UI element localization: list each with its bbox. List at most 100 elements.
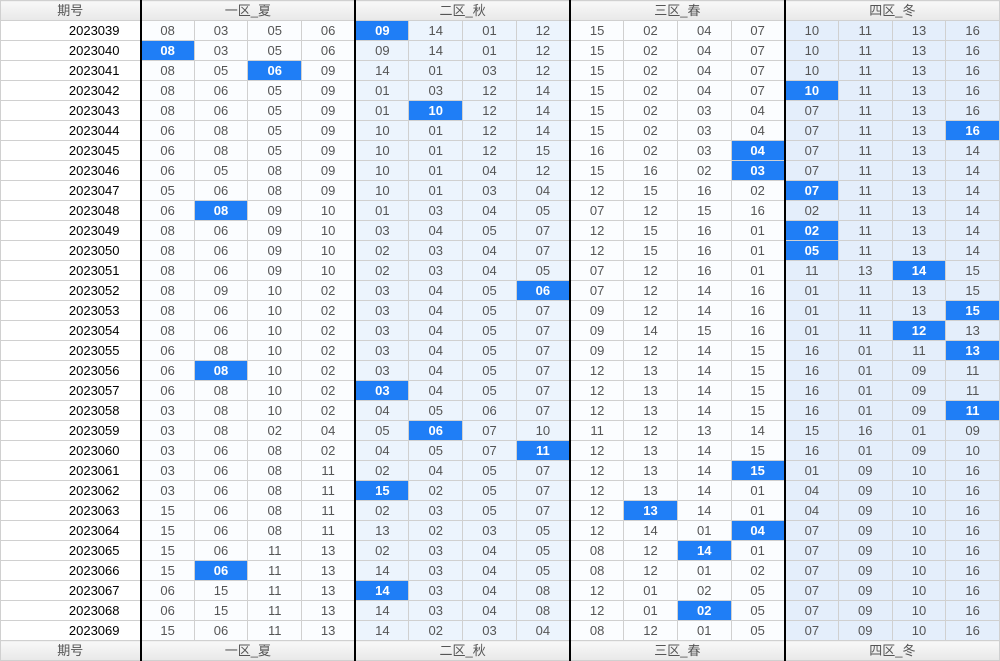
data-cell: 15 — [946, 261, 1000, 281]
data-cell: 13 — [624, 361, 678, 381]
data-cell: 05 — [463, 341, 517, 361]
data-cell: 04 — [516, 621, 570, 641]
data-cell: 15 — [194, 601, 248, 621]
data-cell: 12 — [516, 161, 570, 181]
data-cell: 06 — [194, 181, 248, 201]
data-cell: 05 — [516, 201, 570, 221]
period-cell: 2023040 — [1, 41, 141, 61]
data-cell: 06 — [194, 441, 248, 461]
data-cell: 14 — [946, 181, 1000, 201]
data-cell: 09 — [570, 321, 624, 341]
data-cell: 03 — [355, 301, 409, 321]
data-cell: 11 — [838, 221, 892, 241]
data-cell: 09 — [838, 581, 892, 601]
data-cell: 04 — [409, 301, 463, 321]
data-cell: 05 — [409, 401, 463, 421]
data-cell: 05 — [248, 121, 302, 141]
data-cell: 02 — [302, 321, 356, 341]
data-cell: 14 — [677, 281, 731, 301]
data-cell: 16 — [946, 501, 1000, 521]
data-cell: 01 — [838, 441, 892, 461]
data-cell: 06 — [248, 61, 302, 81]
col-period: 期号 — [1, 1, 141, 21]
data-cell: 08 — [570, 541, 624, 561]
data-cell: 10 — [892, 581, 946, 601]
data-cell: 15 — [570, 21, 624, 41]
foot-zone-3: 三区_春 — [570, 641, 785, 661]
data-cell: 02 — [302, 301, 356, 321]
data-cell: 09 — [838, 521, 892, 541]
data-cell: 01 — [785, 281, 839, 301]
data-cell: 13 — [677, 421, 731, 441]
data-cell: 06 — [141, 361, 195, 381]
data-cell: 04 — [731, 141, 785, 161]
data-cell: 01 — [785, 321, 839, 341]
period-cell: 2023048 — [1, 201, 141, 221]
data-cell: 15 — [946, 301, 1000, 321]
period-cell: 2023047 — [1, 181, 141, 201]
table-row: 202305803081002040506071213141516010911 — [1, 401, 1000, 421]
data-cell: 13 — [892, 201, 946, 221]
data-cell: 16 — [946, 81, 1000, 101]
data-cell: 12 — [516, 41, 570, 61]
data-cell: 08 — [141, 221, 195, 241]
data-cell: 04 — [785, 481, 839, 501]
period-cell: 2023056 — [1, 361, 141, 381]
data-cell: 11 — [838, 241, 892, 261]
data-cell: 11 — [570, 421, 624, 441]
data-cell: 02 — [355, 541, 409, 561]
data-cell: 07 — [785, 121, 839, 141]
data-cell: 11 — [838, 201, 892, 221]
period-cell: 2023064 — [1, 521, 141, 541]
data-cell: 10 — [302, 261, 356, 281]
data-cell: 13 — [355, 521, 409, 541]
data-cell: 16 — [946, 481, 1000, 501]
data-cell: 01 — [624, 601, 678, 621]
data-cell: 08 — [194, 341, 248, 361]
data-cell: 04 — [302, 421, 356, 441]
data-cell: 05 — [516, 521, 570, 541]
data-cell: 06 — [141, 341, 195, 361]
data-cell: 16 — [731, 301, 785, 321]
data-cell: 16 — [785, 441, 839, 461]
data-cell: 16 — [946, 41, 1000, 61]
data-cell: 09 — [838, 501, 892, 521]
data-cell: 01 — [409, 61, 463, 81]
data-cell: 01 — [463, 41, 517, 61]
data-cell: 03 — [409, 581, 463, 601]
data-cell: 14 — [946, 161, 1000, 181]
data-cell: 01 — [624, 581, 678, 601]
data-cell: 13 — [838, 261, 892, 281]
data-cell: 09 — [570, 341, 624, 361]
table-row: 202306315060811020305071213140104091016 — [1, 501, 1000, 521]
data-cell: 03 — [677, 141, 731, 161]
table-row: 202304308060509011012141502030407111316 — [1, 101, 1000, 121]
data-cell: 12 — [570, 221, 624, 241]
data-cell: 04 — [677, 21, 731, 41]
table-row: 202306003060802040507111213141516010910 — [1, 441, 1000, 461]
data-cell: 13 — [302, 561, 356, 581]
data-cell: 05 — [194, 61, 248, 81]
data-cell: 09 — [838, 561, 892, 581]
data-cell: 14 — [355, 601, 409, 621]
data-cell: 02 — [302, 341, 356, 361]
data-cell: 16 — [785, 401, 839, 421]
data-cell: 07 — [785, 521, 839, 541]
data-cell: 01 — [463, 21, 517, 41]
data-cell: 12 — [570, 441, 624, 461]
data-cell: 02 — [624, 61, 678, 81]
data-cell: 03 — [409, 201, 463, 221]
data-cell: 12 — [570, 181, 624, 201]
table-row: 202304705060809100103041215160207111314 — [1, 181, 1000, 201]
data-cell: 11 — [838, 301, 892, 321]
data-cell: 14 — [892, 261, 946, 281]
data-cell: 04 — [355, 401, 409, 421]
data-cell: 09 — [838, 601, 892, 621]
data-cell: 05 — [731, 581, 785, 601]
data-cell: 14 — [409, 21, 463, 41]
data-cell: 08 — [141, 281, 195, 301]
data-cell: 12 — [570, 381, 624, 401]
data-cell: 03 — [355, 381, 409, 401]
data-cell: 05 — [463, 381, 517, 401]
data-cell: 13 — [946, 341, 1000, 361]
